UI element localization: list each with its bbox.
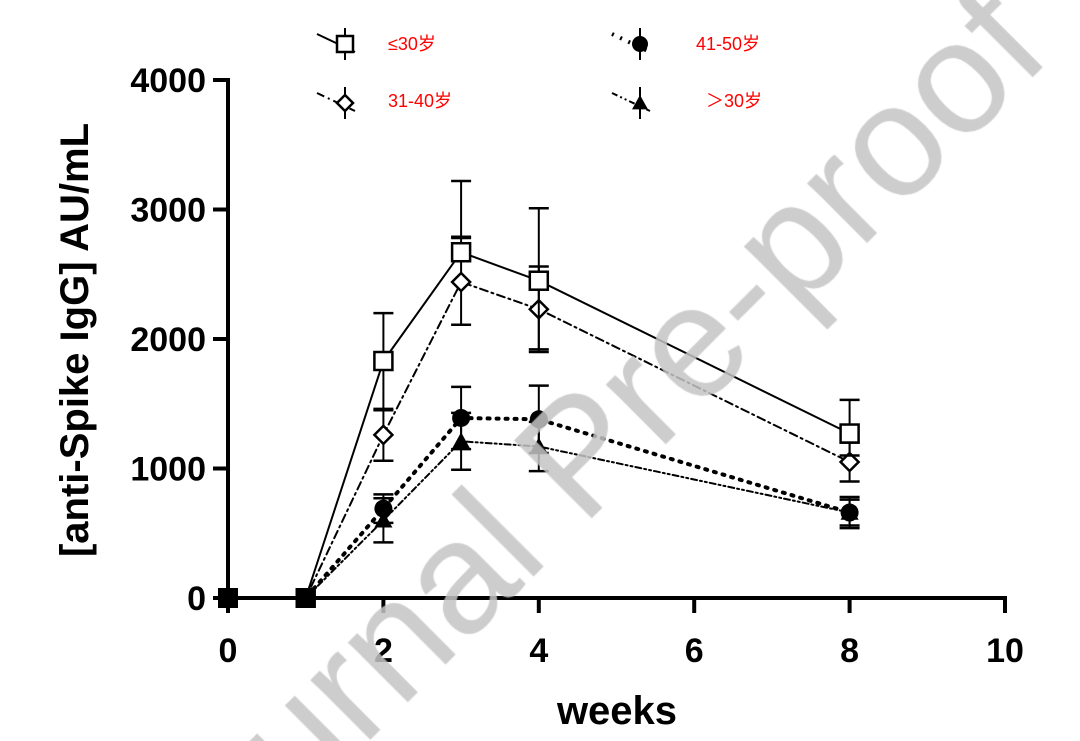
legend-label: ≤30岁	[388, 34, 436, 54]
data-point	[450, 241, 472, 263]
data-point	[373, 350, 394, 372]
legend-marker	[335, 34, 355, 54]
data-point	[452, 408, 471, 427]
x-tick-label: 10	[986, 632, 1024, 670]
legend-label: 31-40岁	[388, 91, 452, 111]
data-point	[295, 588, 316, 608]
legend-item: 31-40岁	[316, 87, 452, 119]
data-point	[839, 423, 860, 444]
x-tick-label: 4	[529, 632, 548, 670]
y-tick-label: 0	[187, 580, 206, 618]
data-point	[450, 271, 472, 293]
x-tick-label: 0	[219, 632, 238, 670]
legend-marker	[632, 36, 648, 52]
y-tick-label: 3000	[130, 192, 206, 230]
legend-label: 41-50岁	[696, 34, 760, 54]
legend: ≤30岁 31-40岁 41-50岁 ＞30岁	[316, 28, 762, 119]
y-axis-label: [anti-Spike IgG] AU/mL	[53, 123, 97, 557]
data-point	[372, 424, 395, 446]
y-tick-label: 1000	[130, 451, 206, 489]
legend-item: ≤30岁	[316, 28, 436, 60]
y-tick-label: 4000	[130, 62, 206, 100]
legend-marker	[632, 95, 648, 110]
x-tick-label: 2	[374, 632, 393, 670]
x-tick-label: 6	[685, 632, 704, 670]
data-point	[218, 588, 238, 608]
data-point	[528, 270, 550, 291]
data-point	[529, 410, 548, 429]
axes: 0 2 4 6 8 10 0 1000 2000 3000 4000	[130, 62, 1024, 670]
legend-label: ＞30岁	[706, 91, 762, 111]
legend-item: ＞30岁	[611, 87, 762, 119]
data-point	[840, 503, 859, 522]
data-point	[374, 499, 393, 518]
plot-area	[218, 179, 861, 608]
x-tick-label: 8	[840, 632, 859, 670]
x-axis-label: weeks	[556, 689, 677, 733]
y-tick-label: 2000	[130, 321, 206, 359]
legend-item: 41-50岁	[611, 28, 760, 60]
